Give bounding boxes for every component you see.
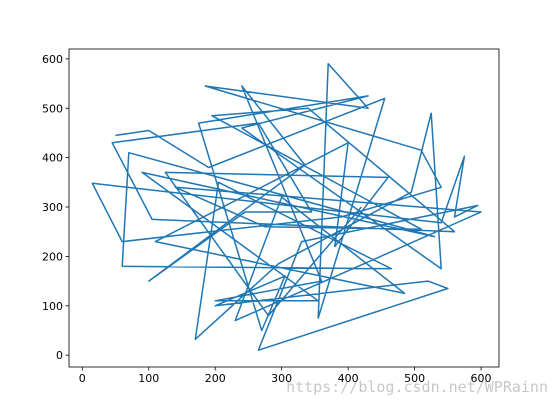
x-tick-label: 0 bbox=[79, 372, 86, 385]
y-tick-label: 0 bbox=[56, 349, 63, 362]
x-tick-label: 400 bbox=[338, 372, 359, 385]
axes-frame bbox=[68, 48, 500, 368]
y-tick-label: 400 bbox=[42, 152, 63, 165]
y-tick-label: 600 bbox=[42, 53, 63, 66]
y-tick-label: 200 bbox=[42, 250, 63, 263]
watermark: https://blog.csdn.net/WPRainn bbox=[286, 378, 548, 396]
x-tick-label: 600 bbox=[471, 372, 492, 385]
x-tick-label: 100 bbox=[138, 372, 159, 385]
y-tick-label: 300 bbox=[42, 201, 63, 214]
x-tick-label: 300 bbox=[271, 372, 292, 385]
y-tick-label: 100 bbox=[42, 300, 63, 313]
data-line bbox=[91, 63, 482, 351]
y-tick-label: 500 bbox=[42, 102, 63, 115]
x-tick-label: 500 bbox=[404, 372, 425, 385]
x-tick-label: 200 bbox=[205, 372, 226, 385]
